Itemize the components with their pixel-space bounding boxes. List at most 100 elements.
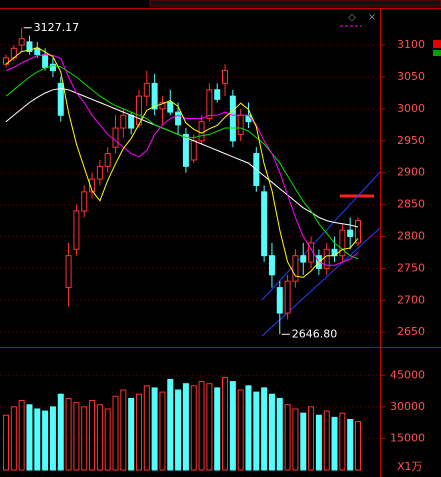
volume-bar: [34, 408, 41, 471]
volume-bar: [206, 383, 213, 471]
volume-bar: [182, 383, 189, 471]
diamond-icon: ◇: [348, 12, 356, 23]
y-tick-label: 2750: [397, 261, 425, 274]
v-tick-label: 45000: [390, 368, 425, 381]
volume-bar: [214, 387, 221, 471]
candle-body: [49, 63, 56, 72]
volume-bar: [10, 406, 17, 471]
candle-body: [206, 89, 213, 119]
candle-body: [73, 210, 80, 250]
candle-body: [222, 70, 229, 84]
candle-body: [96, 165, 103, 180]
volume-bar: [18, 400, 25, 471]
moving-average: [5, 47, 359, 278]
volume-bar: [198, 381, 205, 471]
volume-bar: [284, 404, 291, 471]
volume-unit: X1万: [397, 460, 423, 473]
volume-bar: [237, 389, 244, 471]
volume-bar: [42, 410, 49, 471]
close-icon: ×: [368, 12, 376, 23]
volume-bar: [2, 414, 10, 471]
volume-bar: [159, 391, 166, 471]
volume-bar: [73, 402, 80, 471]
annotation: 2646.80: [292, 327, 338, 340]
volume-bar: [339, 412, 346, 471]
volume-bar: [300, 412, 307, 471]
volume-bar: [167, 378, 174, 471]
candle-body: [34, 47, 41, 56]
volume-bar: [135, 393, 142, 471]
v-tick-label: 15000: [390, 431, 425, 444]
volume-bar: [112, 395, 119, 471]
y-tick-label: 3050: [397, 70, 425, 83]
volume-bar: [175, 389, 182, 471]
y-tick-label: 2900: [397, 166, 425, 179]
candle-body: [159, 102, 166, 110]
candle-body: [65, 255, 72, 289]
volume-bar: [276, 397, 283, 471]
y-tick-label: 2700: [397, 293, 425, 306]
candle-body: [128, 114, 135, 129]
volume-bar: [65, 397, 72, 471]
volume-bar: [143, 385, 150, 471]
volume-bar: [354, 421, 362, 471]
volume-bar: [261, 387, 268, 471]
candle-body: [112, 127, 119, 148]
candle-body: [261, 191, 268, 257]
volume-bar: [89, 400, 96, 471]
candle-body: [300, 255, 307, 263]
candle-body: [167, 102, 174, 113]
candle-body: [26, 41, 33, 52]
y-tick-label: 3100: [397, 38, 425, 51]
volume-bar: [128, 397, 135, 471]
candle-body: [354, 220, 362, 244]
volume-bar: [245, 385, 252, 471]
candle-body: [42, 54, 49, 68]
candle-body: [339, 229, 346, 257]
volume-bar: [347, 418, 354, 471]
volume-bar: [81, 406, 88, 471]
volume-bar: [49, 406, 56, 471]
y-tick-label: 2800: [397, 230, 425, 243]
volume-bar: [292, 408, 299, 471]
candle-body: [143, 82, 150, 97]
candle-body: [89, 178, 96, 193]
candle-body: [198, 121, 205, 142]
volume-bar: [151, 387, 158, 471]
candle-body: [190, 140, 197, 161]
volume-bar: [253, 391, 260, 471]
volume-bar: [120, 389, 127, 471]
candle-body: [214, 89, 221, 100]
candle-body: [276, 287, 283, 314]
candle-body: [104, 153, 111, 167]
annotation: 3127.17: [34, 21, 79, 34]
volume-bar: [57, 393, 64, 471]
candle-body: [268, 255, 275, 276]
candle-body: [237, 114, 244, 135]
y-tick-label: 2650: [397, 325, 425, 338]
header-strip: [149, 0, 441, 7]
candle-body: [57, 82, 64, 116]
volume-bar: [96, 404, 103, 471]
candle-body: [229, 95, 236, 142]
candle-body: [347, 229, 354, 238]
channel-line: [261, 171, 381, 301]
y-tick-label: 2950: [397, 134, 425, 147]
y-tick-label: 3000: [397, 102, 425, 115]
candle-body: [81, 191, 88, 212]
volume-bar: [190, 385, 197, 471]
candle-body: [18, 38, 25, 46]
volume-bar: [104, 408, 111, 471]
volume-bar: [268, 393, 275, 471]
volume-bar: [331, 416, 338, 471]
v-tick-label: 30000: [390, 400, 425, 413]
side-marker: [433, 40, 441, 48]
candle-body: [175, 111, 182, 126]
moving-average: [5, 54, 359, 266]
candle-body: [182, 133, 189, 167]
candle-body: [323, 248, 330, 269]
candle-body: [151, 82, 158, 110]
volume-bar: [315, 414, 322, 471]
moving-average: [5, 64, 359, 260]
